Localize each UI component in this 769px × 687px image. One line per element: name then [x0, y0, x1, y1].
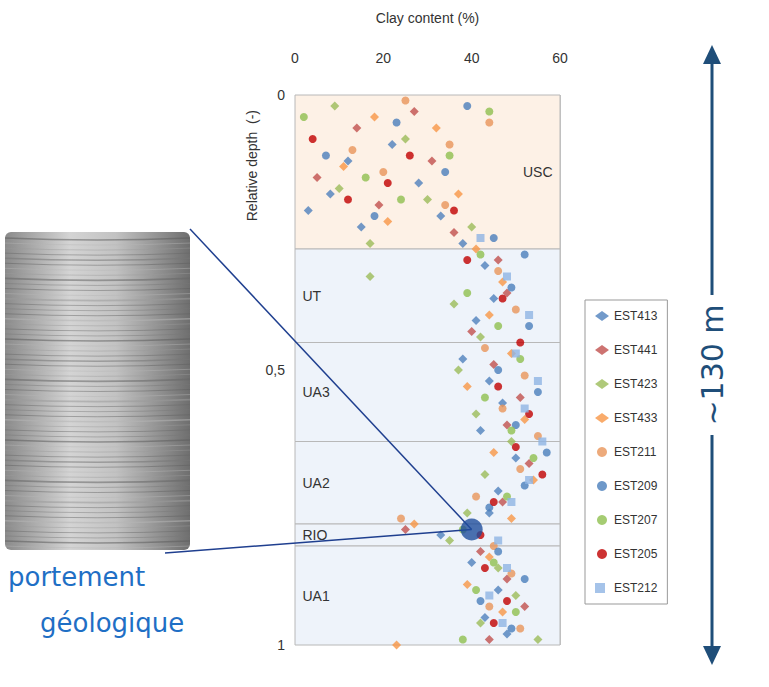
svg-text:0,5: 0,5: [266, 362, 286, 378]
svg-text:RIO: RIO: [302, 527, 328, 543]
svg-text:EST433: EST433: [614, 411, 658, 425]
svg-text:Relative depth (-): Relative depth (-): [244, 110, 260, 221]
svg-text:60: 60: [552, 50, 568, 66]
svg-text:EST211: EST211: [614, 445, 657, 459]
svg-text:40: 40: [464, 50, 480, 66]
svg-text:EST413: EST413: [614, 309, 658, 323]
svg-text:EST212: EST212: [614, 581, 658, 595]
svg-text:Clay content (%): Clay content (%): [376, 10, 479, 26]
svg-text:UA3: UA3: [303, 384, 330, 400]
svg-text:USC: USC: [523, 164, 553, 180]
svg-text:~130 m: ~130 m: [695, 304, 730, 425]
svg-text:EST423: EST423: [614, 377, 658, 391]
svg-text:20: 20: [376, 50, 392, 66]
html-text:géologique: géologique: [40, 608, 185, 638]
svg-text:0: 0: [277, 87, 285, 103]
svg-text:EST207: EST207: [614, 513, 658, 527]
svg-text:1: 1: [277, 637, 285, 653]
svg-text:EST209: EST209: [614, 479, 658, 493]
svg-text:EST205: EST205: [614, 547, 658, 561]
html-text:portement: portement: [8, 562, 146, 592]
svg-text:UA2: UA2: [303, 475, 330, 491]
svg-text:UA1: UA1: [303, 588, 330, 604]
svg-text:UT: UT: [303, 288, 322, 304]
svg-text:0: 0: [291, 50, 299, 66]
svg-text:EST441: EST441: [614, 343, 658, 357]
